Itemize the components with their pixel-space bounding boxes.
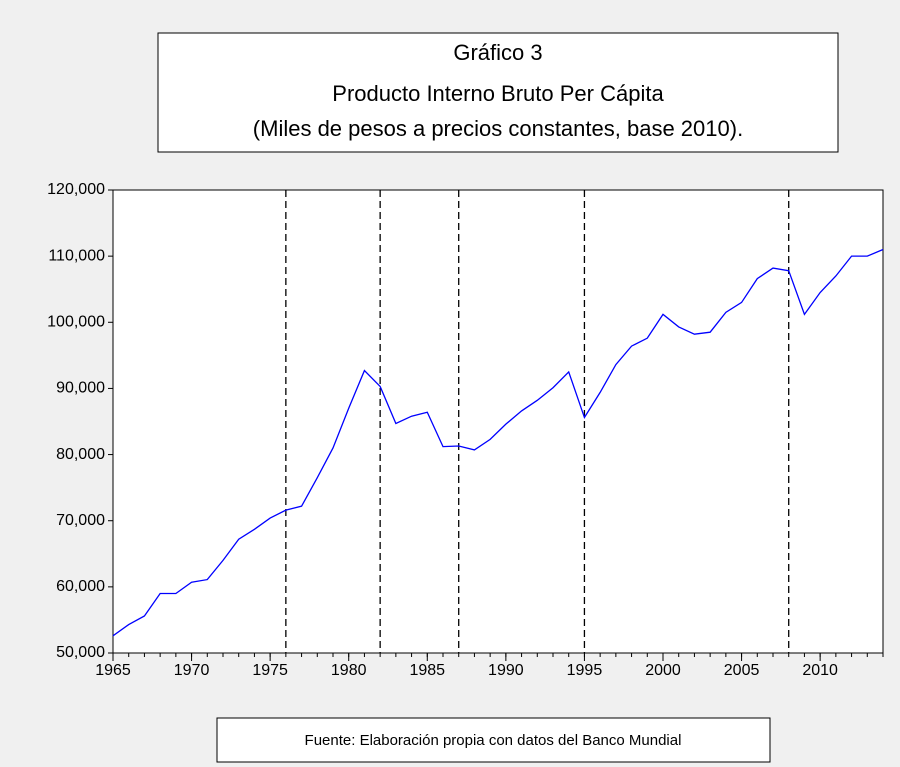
y-tick-label: 110,000 xyxy=(48,247,105,264)
source-note: Fuente: Elaboración propia con datos del… xyxy=(305,732,682,749)
data-line xyxy=(112,248,884,637)
x-tick-label: 1995 xyxy=(567,662,603,679)
chart-subtitle: (Miles de pesos a precios constantes, ba… xyxy=(253,116,743,141)
x-tick-label: 1975 xyxy=(252,662,288,679)
y-tick-label: 100,000 xyxy=(47,314,105,331)
y-tick-label: 120,000 xyxy=(47,181,105,198)
x-tick-label: 1980 xyxy=(331,662,367,679)
y-tick-label: 70,000 xyxy=(56,512,105,529)
plot-area xyxy=(112,189,884,654)
y-tick-label: 90,000 xyxy=(56,380,105,397)
x-tick-label: 1970 xyxy=(174,662,210,679)
x-tick-label: 2010 xyxy=(802,662,838,679)
x-tick-label: 2000 xyxy=(645,662,681,679)
chart-subtitle: Producto Interno Bruto Per Cápita xyxy=(332,81,664,106)
title-box xyxy=(157,32,839,153)
source-box xyxy=(216,717,771,763)
x-tick-label: 1985 xyxy=(409,662,445,679)
y-tick-label: 60,000 xyxy=(56,578,105,595)
y-tick-label: 50,000 xyxy=(56,644,105,661)
y-tick-label: 80,000 xyxy=(56,446,105,463)
x-tick-label: 1965 xyxy=(95,662,131,679)
x-tick-label: 2005 xyxy=(724,662,760,679)
chart-title: Gráfico 3 xyxy=(453,40,542,65)
x-tick-label: 1990 xyxy=(488,662,524,679)
